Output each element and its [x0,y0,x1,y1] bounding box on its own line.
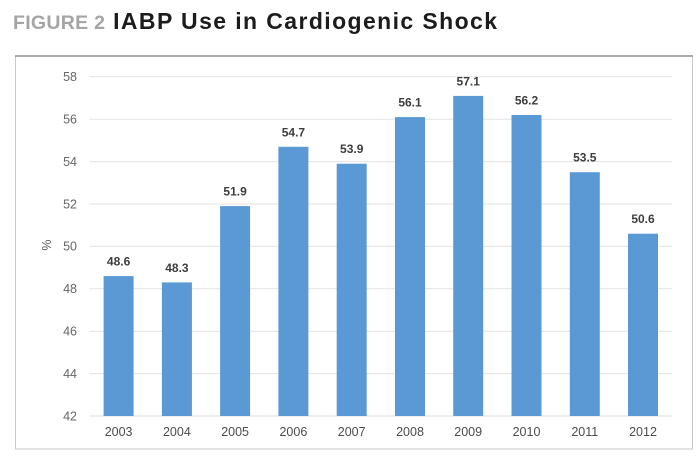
svg-text:53.9: 53.9 [340,142,364,156]
svg-text:58: 58 [63,70,77,84]
svg-text:2010: 2010 [513,425,541,439]
svg-text:52: 52 [63,197,77,211]
svg-text:54.7: 54.7 [282,125,306,139]
svg-text:53.5: 53.5 [573,151,597,165]
svg-text:48: 48 [63,282,77,296]
svg-text:2008: 2008 [396,425,424,439]
svg-text:44: 44 [63,367,77,381]
svg-text:50.6: 50.6 [631,212,655,226]
svg-text:2009: 2009 [454,425,482,439]
svg-text:56.2: 56.2 [515,94,539,108]
svg-text:2004: 2004 [163,425,191,439]
svg-text:56.1: 56.1 [398,96,422,110]
svg-text:46: 46 [63,325,77,339]
svg-text:2005: 2005 [221,425,249,439]
svg-text:48.6: 48.6 [107,255,131,269]
svg-text:50: 50 [63,240,77,254]
svg-text:42: 42 [63,409,77,423]
svg-text:54: 54 [63,155,77,169]
svg-text:57.1: 57.1 [457,74,481,88]
svg-text:48.3: 48.3 [165,261,189,275]
svg-text:2011: 2011 [571,425,598,439]
svg-text:2012: 2012 [629,425,657,439]
svg-text:51.9: 51.9 [223,185,247,199]
svg-text:56: 56 [63,113,77,127]
svg-text:2006: 2006 [279,425,307,439]
svg-text:2003: 2003 [105,425,133,439]
svg-text:2007: 2007 [338,425,366,439]
svg-text:%: % [40,239,54,250]
